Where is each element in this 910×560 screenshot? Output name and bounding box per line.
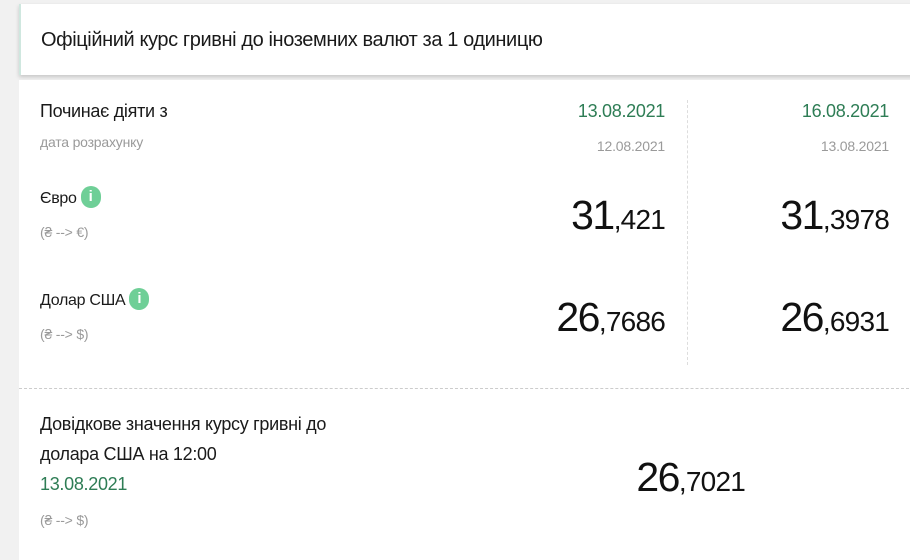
info-icon[interactable]: i <box>129 288 150 310</box>
info-icon[interactable]: i <box>80 186 101 208</box>
currency-name: Євро <box>40 190 77 207</box>
calc-date-col2: 13.08.2021 <box>820 138 889 154</box>
currency-direction: (₴ --> €) <box>40 224 89 240</box>
currency-row-usd: Долар США i <box>40 288 150 310</box>
reference-rate: 26,7021 <box>636 454 745 500</box>
calc-date-col1: 12.08.2021 <box>596 138 665 154</box>
page-title: Офіційний курс гривні до іноземних валют… <box>41 29 543 51</box>
header-card: Офіційний курс гривні до іноземних валют… <box>19 4 910 75</box>
column-divider <box>687 100 688 365</box>
reference-label-line1: Довідкове значення курсу гривні до <box>40 414 327 434</box>
rate-usd-col1: 26,7686 <box>556 294 665 340</box>
rates-card: Починає діяти з дата розрахунку 13.08.20… <box>19 80 910 560</box>
effective-label: Починає діяти з <box>40 101 168 121</box>
section-divider <box>19 388 910 389</box>
rate-euro-col1: 31,421 <box>571 192 666 238</box>
reference-direction: (₴ --> $) <box>40 512 89 528</box>
currency-row-euro: Євро i <box>40 186 101 208</box>
calc-date-label: дата розрахунку <box>40 134 143 150</box>
currency-name: Долар США <box>40 292 126 309</box>
reference-label-line2: долара США на 12:00 <box>40 444 217 464</box>
currency-direction: (₴ --> $) <box>40 326 89 342</box>
reference-date: 13.08.2021 <box>40 474 128 494</box>
rate-usd-col2: 26,6931 <box>780 294 889 340</box>
effective-date-col2: 16.08.2021 <box>801 101 889 121</box>
rate-euro-col2: 31,3978 <box>780 192 889 238</box>
effective-date-col1: 13.08.2021 <box>577 101 665 121</box>
